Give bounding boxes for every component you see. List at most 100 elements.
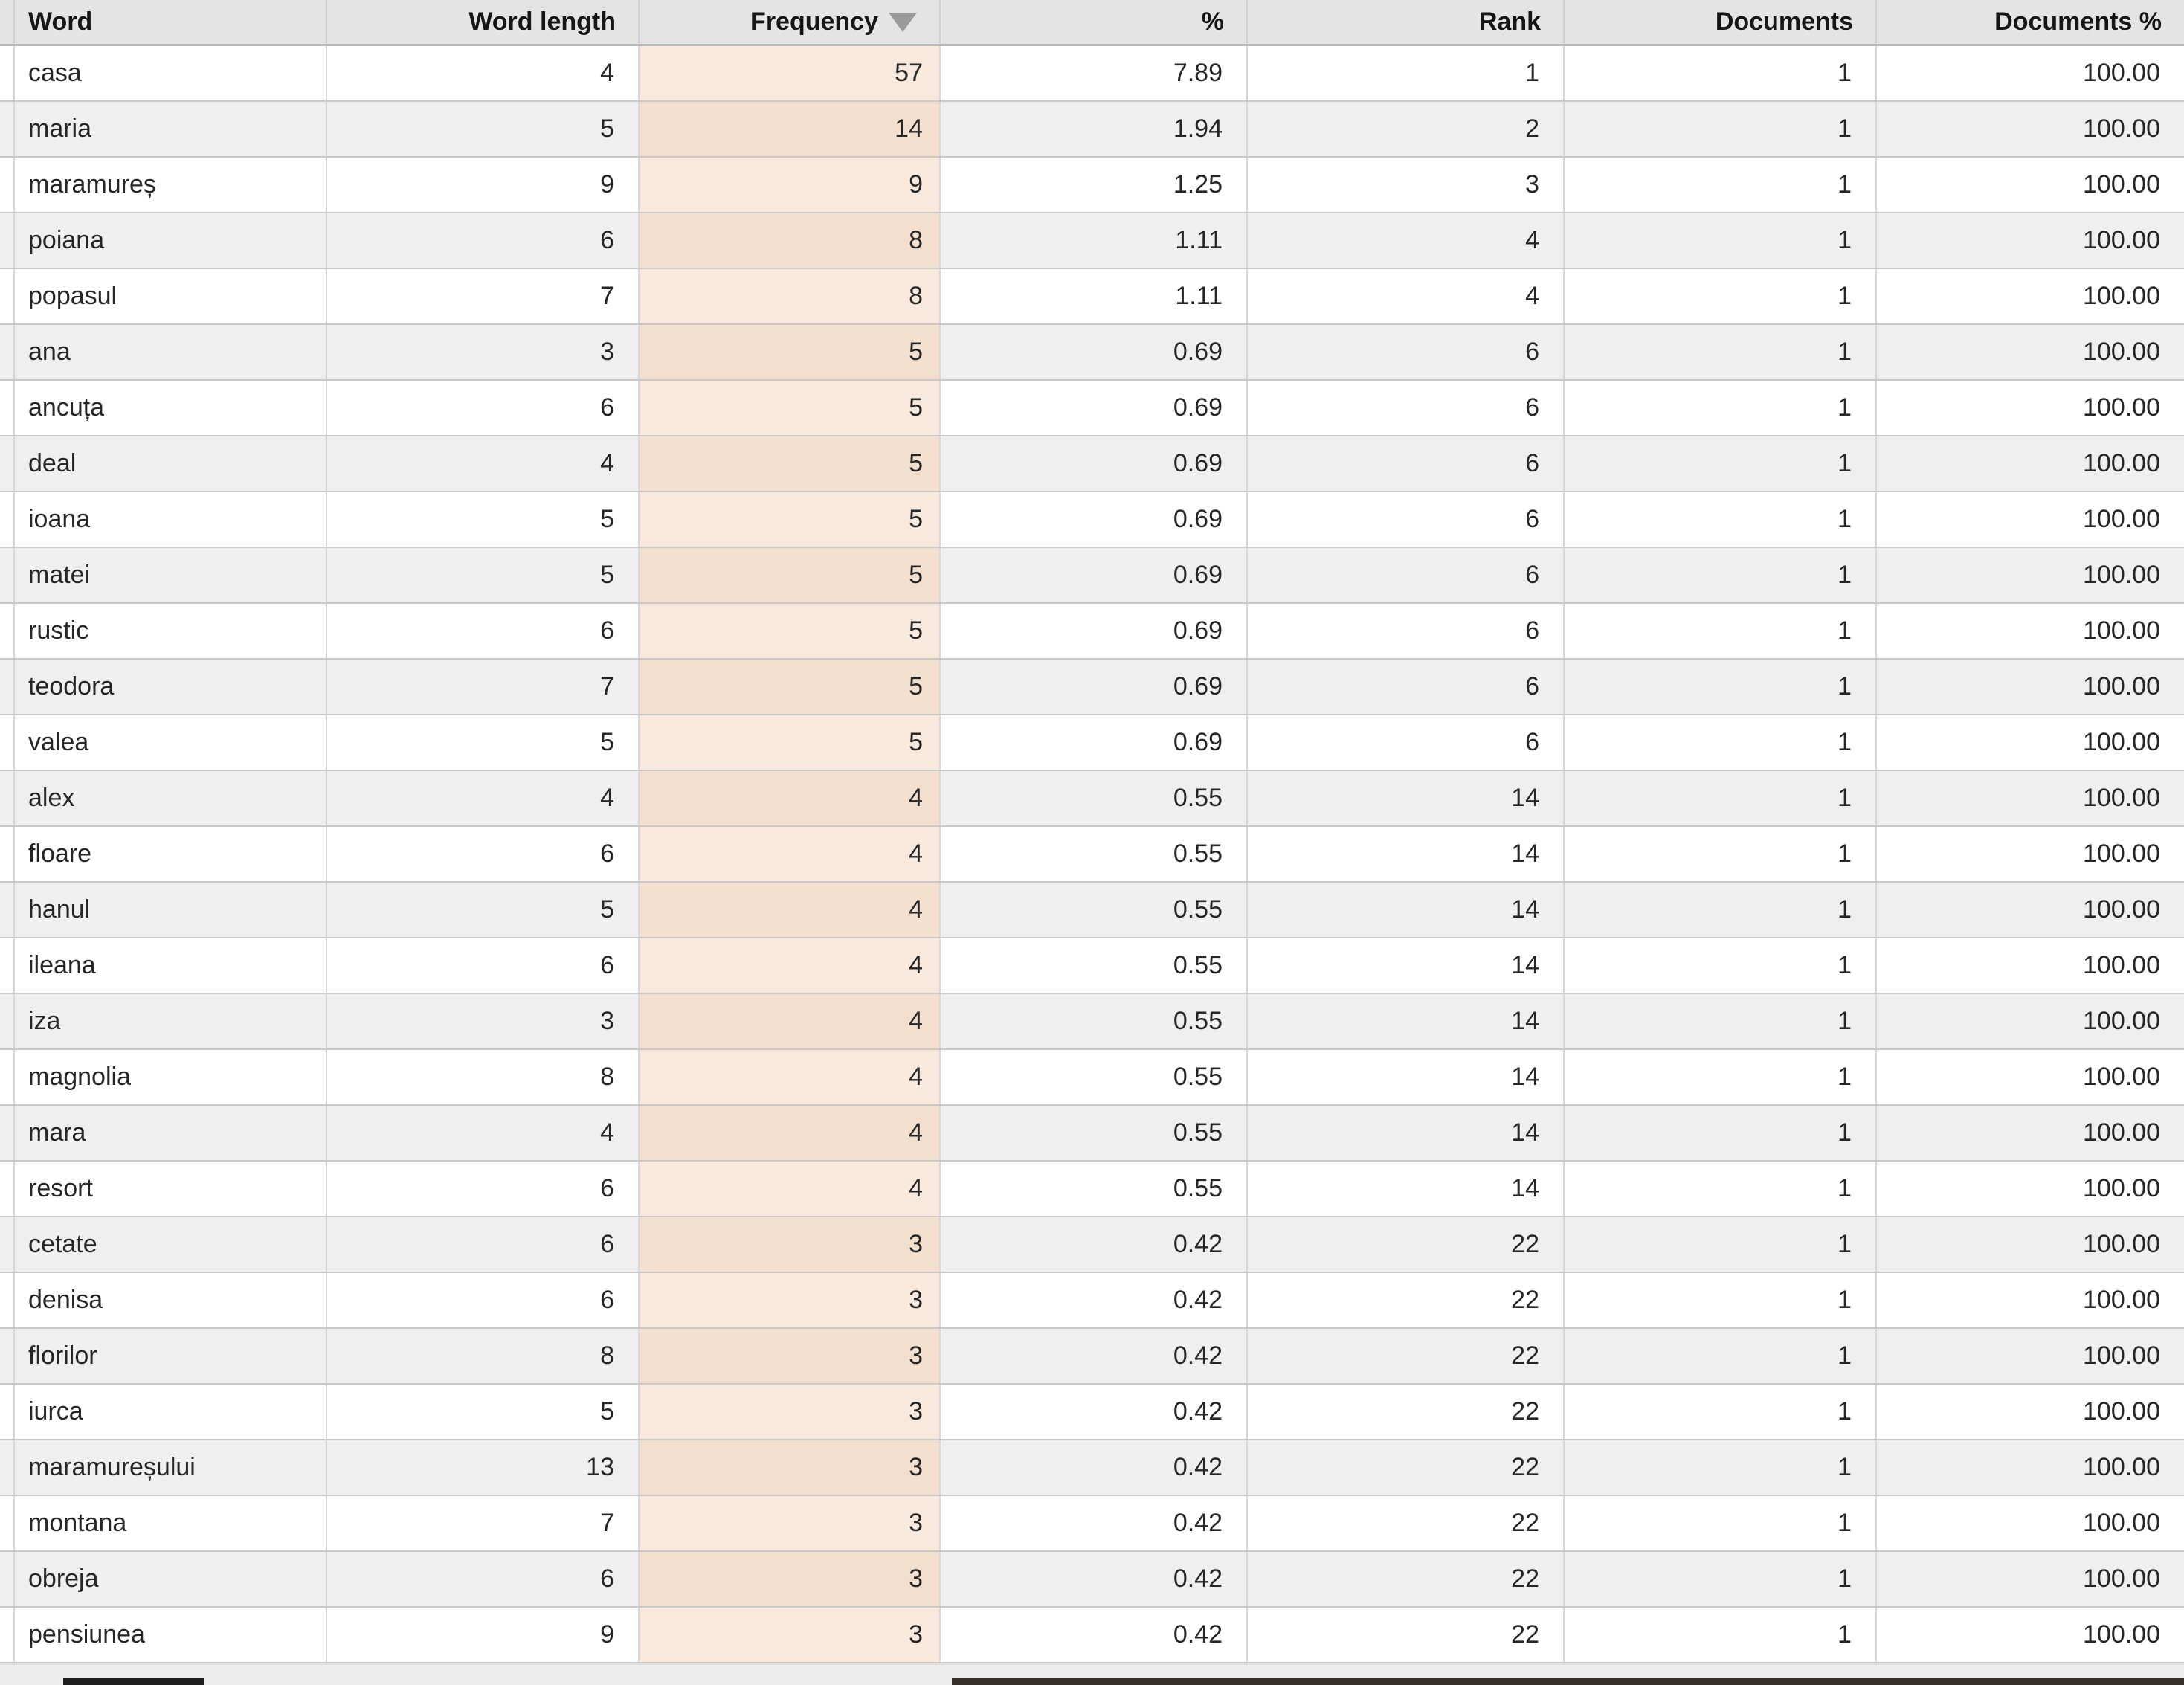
cell-documents: 1 [1565,213,1877,268]
cell-word: mara [15,1106,327,1160]
cell-documents-percent: 100.00 [1877,1273,2184,1327]
cell-documents-percent: 100.00 [1877,1440,2184,1495]
table-row-maria[interactable]: maria 5 14 1.94 2 1 100.00 [0,102,2184,158]
column-header-documents-percent[interactable]: Documents % [1877,0,2184,44]
table-row-poiana[interactable]: poiana 6 8 1.11 4 1 100.00 [0,213,2184,269]
table-row-ileana[interactable]: ileana 6 4 0.55 14 1 100.00 [0,938,2184,994]
cell-text: 100.00 [2083,338,2160,366]
column-header-documents[interactable]: Documents [1565,0,1877,44]
cell-documents: 1 [1565,1496,1877,1550]
table-row-montana[interactable]: montana 7 3 0.42 22 1 100.00 [0,1496,2184,1552]
cell-frequency: 5 [640,492,941,547]
cell-word: cetate [15,1217,327,1272]
table-row-hanul[interactable]: hanul 5 4 0.55 14 1 100.00 [0,883,2184,938]
cell-word-length: 4 [327,46,640,100]
cell-frequency: 4 [640,1162,941,1216]
table-row-popasul[interactable]: popasul 7 8 1.11 4 1 100.00 [0,269,2184,325]
cell-percent: 0.42 [941,1552,1248,1606]
cell-frequency: 5 [640,660,941,714]
table-row-denisa[interactable]: denisa 6 3 0.42 22 1 100.00 [0,1273,2184,1329]
column-header-rank[interactable]: Rank [1248,0,1565,44]
column-header-word-length[interactable]: Word length [327,0,640,44]
table-row-alex[interactable]: alex 4 4 0.55 14 1 100.00 [0,771,2184,827]
cell-text: 22 [1511,1620,1539,1649]
cell-word-length: 8 [327,1050,640,1104]
h-scrollbar-thumb-right[interactable] [952,1678,2184,1685]
cell-frequency: 4 [640,1106,941,1160]
cell-word: maramureș [15,158,327,212]
cell-rank: 6 [1248,325,1565,379]
table-row-deal[interactable]: deal 4 5 0.69 6 1 100.00 [0,436,2184,492]
h-scrollbar-track[interactable] [0,1663,2184,1685]
table-row-cetate[interactable]: cetate 6 3 0.42 22 1 100.00 [0,1217,2184,1273]
cell-text: 5 [600,895,614,924]
cell-word-length: 6 [327,1552,640,1606]
cell-percent: 0.55 [941,883,1248,937]
cell-documents: 1 [1565,1162,1877,1216]
cell-rank: 4 [1248,213,1565,268]
cell-documents-percent: 100.00 [1877,1106,2184,1160]
cell-frequency: 3 [640,1385,941,1439]
row-gutter-cell [0,1329,15,1383]
cell-documents: 1 [1565,269,1877,323]
row-gutter-cell [0,1496,15,1550]
cell-text: alex [28,784,75,812]
cell-text: 100.00 [2083,672,2160,700]
table-row-maramureșului[interactable]: maramureșului 13 3 0.42 22 1 100.00 [0,1440,2184,1496]
h-scrollbar-thumb-left[interactable] [63,1678,204,1685]
cell-rank: 22 [1248,1552,1565,1606]
table-row-resort[interactable]: resort 6 4 0.55 14 1 100.00 [0,1162,2184,1217]
table-row-floare[interactable]: floare 6 4 0.55 14 1 100.00 [0,827,2184,883]
table-row-iurca[interactable]: iurca 5 3 0.42 22 1 100.00 [0,1385,2184,1440]
table-row-maramureș[interactable]: maramureș 9 9 1.25 3 1 100.00 [0,158,2184,213]
table-row-valea[interactable]: valea 5 5 0.69 6 1 100.00 [0,715,2184,771]
row-gutter-cell [0,827,15,881]
cell-documents: 1 [1565,771,1877,825]
cell-text: 0.69 [1173,338,1223,366]
cell-text: 9 [909,170,923,199]
cell-text: 4 [600,449,614,477]
table-row-mara[interactable]: mara 4 4 0.55 14 1 100.00 [0,1106,2184,1162]
cell-rank: 14 [1248,883,1565,937]
cell-word-length: 5 [327,883,640,937]
table-row-pensiunea[interactable]: pensiunea 9 3 0.42 22 1 100.00 [0,1608,2184,1663]
cell-rank: 22 [1248,1496,1565,1550]
cell-word: pensiunea [15,1608,327,1662]
table-row-casa[interactable]: casa 4 57 7.89 1 1 100.00 [0,46,2184,102]
table-row-matei[interactable]: matei 5 5 0.69 6 1 100.00 [0,548,2184,604]
column-header-label: % [1201,7,1224,36]
cell-documents-percent: 100.00 [1877,102,2184,156]
table-row-teodora[interactable]: teodora 7 5 0.69 6 1 100.00 [0,660,2184,715]
cell-text: 0.69 [1173,393,1223,422]
column-header-frequency[interactable]: Frequency [640,0,941,44]
cell-text: florilor [28,1341,97,1370]
column-header-word[interactable]: Word [15,0,327,44]
cell-frequency: 3 [640,1552,941,1606]
cell-documents-percent: 100.00 [1877,1608,2184,1662]
cell-documents: 1 [1565,1385,1877,1439]
cell-word-length: 7 [327,1496,640,1550]
table-row-florilor[interactable]: florilor 8 3 0.42 22 1 100.00 [0,1329,2184,1385]
cell-text: 0.55 [1173,840,1223,868]
table-row-rustic[interactable]: rustic 6 5 0.69 6 1 100.00 [0,604,2184,660]
cell-text: 14 [1511,1118,1539,1147]
cell-documents: 1 [1565,436,1877,491]
row-gutter-cell [0,1106,15,1160]
cell-text: 1 [1837,1620,1852,1649]
cell-text: 0.42 [1173,1620,1223,1649]
cell-frequency: 3 [640,1496,941,1550]
table-row-ancuța[interactable]: ancuța 6 5 0.69 6 1 100.00 [0,381,2184,436]
table-row-ana[interactable]: ana 3 5 0.69 6 1 100.00 [0,325,2184,381]
column-header-percent[interactable]: % [941,0,1248,44]
cell-text: 1 [1837,338,1852,366]
row-gutter-cell [0,548,15,602]
row-gutter-cell [0,46,15,100]
table-row-iza[interactable]: iza 3 4 0.55 14 1 100.00 [0,994,2184,1050]
table-row-magnolia[interactable]: magnolia 8 4 0.55 14 1 100.00 [0,1050,2184,1106]
header-gutter-cell [0,0,15,44]
cell-frequency: 5 [640,548,941,602]
cell-word: deal [15,436,327,491]
table-row-ioana[interactable]: ioana 5 5 0.69 6 1 100.00 [0,492,2184,548]
cell-documents: 1 [1565,1608,1877,1662]
table-row-obreja[interactable]: obreja 6 3 0.42 22 1 100.00 [0,1552,2184,1608]
